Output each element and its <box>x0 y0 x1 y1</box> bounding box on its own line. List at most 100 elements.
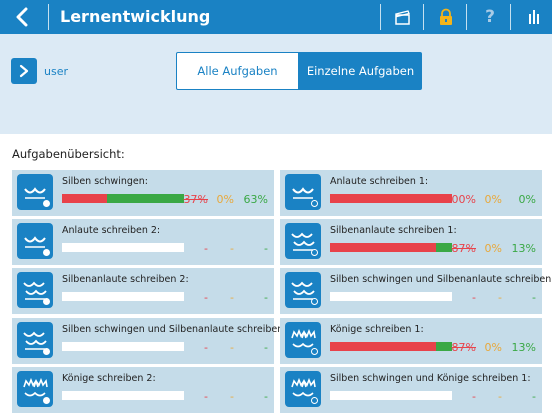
back-button[interactable] <box>8 4 36 30</box>
task-card[interactable]: Anlaute schreiben 2: - - - <box>12 219 274 265</box>
task-card[interactable]: Könige schreiben 1: 87% 0% 13% <box>280 318 542 364</box>
percent-green: - <box>264 242 268 255</box>
help-button[interactable]: ? <box>478 5 502 29</box>
progress-bar <box>330 391 452 400</box>
percent-red: - <box>472 291 476 304</box>
toolbar-divider <box>510 4 511 30</box>
percent-red: - <box>204 341 208 354</box>
task-card[interactable]: Silben schwingen: 37% 0% 63% <box>12 170 274 216</box>
lock-icon <box>440 8 452 25</box>
progress-bar <box>62 243 184 252</box>
status-dot <box>311 348 318 355</box>
video-button[interactable] <box>391 5 415 29</box>
percent-red: - <box>472 390 476 403</box>
progress-bar <box>62 342 184 351</box>
percent-green: - <box>532 390 536 403</box>
progress-bar <box>62 292 184 301</box>
percent-red: - <box>204 390 208 403</box>
progress-bar <box>62 391 184 400</box>
status-dot <box>43 298 50 305</box>
user-label[interactable]: user <box>44 65 68 78</box>
task-title: Silbenanlaute schreiben 2: <box>62 274 189 285</box>
status-dot <box>43 348 50 355</box>
wave-icon <box>17 223 53 259</box>
progress-bar <box>330 342 452 351</box>
title-divider <box>48 4 49 30</box>
task-title: Silben schwingen und Könige schreiben 1: <box>330 373 531 384</box>
task-title: Silben schwingen und Silbenanlaute schre… <box>330 274 552 285</box>
tab-all-tasks[interactable]: Alle Aufgaben <box>176 52 299 90</box>
percent-red: - <box>204 291 208 304</box>
back-chevron-icon <box>16 7 28 27</box>
task-title: Silben schwingen: <box>62 176 148 187</box>
percent-yellow: - <box>230 291 234 304</box>
percent-green: 63% <box>243 193 268 206</box>
progress-bar-red <box>62 194 108 203</box>
signal-bars-icon <box>529 10 539 24</box>
page-title: Lernentwicklung <box>60 7 211 26</box>
percent-yellow: 0% <box>484 341 502 354</box>
band-wave-decoration <box>0 110 552 134</box>
toolbar-divider <box>466 4 467 30</box>
percent-green: - <box>264 291 268 304</box>
crown-wave-icon <box>285 371 321 407</box>
task-title: Anlaute schreiben 2: <box>62 225 161 236</box>
percent-green: - <box>532 291 536 304</box>
percent-green: 13% <box>511 242 536 255</box>
percent-red: 100% <box>444 193 476 206</box>
progress-bar <box>330 243 452 252</box>
percent-yellow: 0% <box>216 193 234 206</box>
status-dot <box>311 200 318 207</box>
clapperboard-icon <box>395 10 410 25</box>
task-title: Silben schwingen und Silbenanlaute schre… <box>62 324 296 335</box>
top-bar: Lernentwicklung ? <box>0 0 552 34</box>
task-card[interactable]: Silbenanlaute schreiben 1: 87% 0% 13% <box>280 219 542 265</box>
progress-bar-green <box>436 243 452 252</box>
task-card[interactable]: Silben schwingen und Silbenanlaute schre… <box>12 318 296 364</box>
task-title: Könige schreiben 1: <box>330 324 424 335</box>
percent-yellow: 0% <box>484 193 502 206</box>
task-card[interactable]: Anlaute schreiben 1: 100% 0% 0% <box>280 170 542 216</box>
lock-button[interactable] <box>434 5 458 29</box>
task-card[interactable]: Silbenanlaute schreiben 2: - - - <box>12 268 274 314</box>
tab-single-tasks[interactable]: Einzelne Aufgaben <box>299 52 422 90</box>
overview-title: Aufgabenübersicht: <box>12 147 125 161</box>
progress-bar <box>62 194 184 203</box>
task-card[interactable]: Silben schwingen und Silbenanlaute schre… <box>280 268 552 314</box>
double-wave-icon <box>17 272 53 308</box>
task-title: Könige schreiben 2: <box>62 373 156 384</box>
crown-wave-icon <box>285 322 321 358</box>
status-dot <box>311 249 318 256</box>
task-title: Silbenanlaute schreiben 1: <box>330 225 457 236</box>
wave-icon <box>17 174 53 210</box>
percent-red: 87% <box>451 341 476 354</box>
status-dot <box>43 397 50 404</box>
percent-yellow: - <box>498 390 502 403</box>
percent-yellow: 0% <box>484 242 502 255</box>
percent-yellow: - <box>230 390 234 403</box>
task-card[interactable]: Könige schreiben 2: - - - <box>12 367 274 413</box>
progress-bar-green <box>436 342 452 351</box>
percent-green: - <box>264 341 268 354</box>
percent-red: 37% <box>183 193 208 206</box>
status-dot <box>43 200 50 207</box>
progress-bar-red <box>330 243 437 252</box>
status-dot <box>311 397 318 404</box>
menu-button[interactable] <box>522 5 546 29</box>
chevron-right-icon <box>19 64 29 78</box>
help-icon: ? <box>485 7 495 27</box>
toolbar-divider <box>380 4 381 30</box>
progress-bar-red <box>330 194 452 203</box>
user-select-button[interactable] <box>11 58 37 84</box>
percent-yellow: - <box>230 242 234 255</box>
wave-icon <box>285 174 321 210</box>
toolbar-divider <box>423 4 424 30</box>
double-wave-icon <box>285 223 321 259</box>
progress-bar <box>330 292 452 301</box>
task-title: Anlaute schreiben 1: <box>330 176 429 187</box>
crown-wave-icon <box>17 371 53 407</box>
status-dot <box>43 249 50 256</box>
task-card[interactable]: Silben schwingen und Könige schreiben 1:… <box>280 367 542 413</box>
percent-red: 87% <box>451 242 476 255</box>
percent-red: - <box>204 242 208 255</box>
